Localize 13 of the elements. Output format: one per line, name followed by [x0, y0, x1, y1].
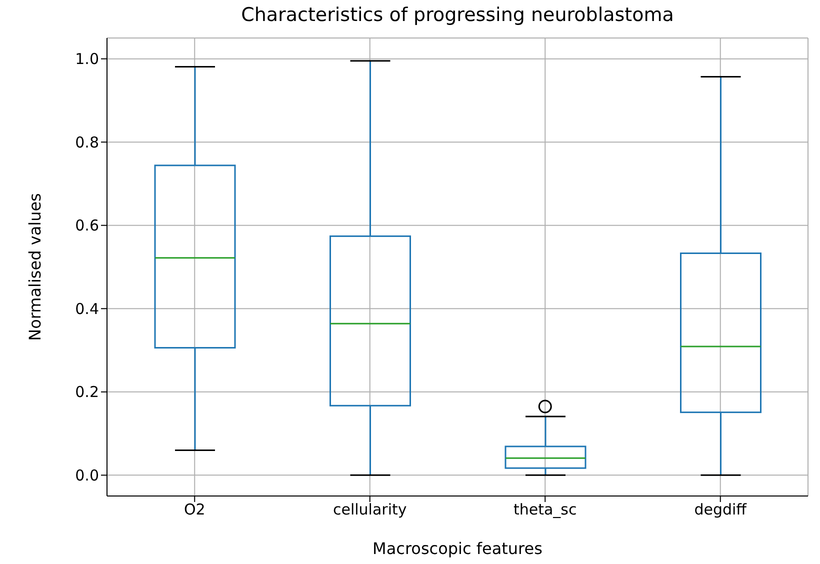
y-tick-label: 0.2	[75, 383, 99, 402]
y-tick-label: 1.0	[75, 50, 99, 68]
y-tick-label: 0.6	[75, 216, 99, 235]
x-tick-label: cellularity	[332, 500, 407, 519]
y-tick-label: 0.8	[75, 133, 99, 152]
chart-title: Characteristics of progressing neuroblastoma	[240, 4, 675, 26]
x-tick-label: O2	[184, 500, 206, 519]
x-axis-title: Macroscopic features	[372, 539, 544, 558]
y-tick-label: 0.4	[75, 300, 99, 318]
x-tick-label: theta_sc	[513, 500, 577, 519]
x-tick-label: degdiff	[694, 500, 748, 519]
y-axis-title: Normalised values	[26, 193, 44, 341]
y-tick-label: 0.0	[75, 466, 99, 485]
